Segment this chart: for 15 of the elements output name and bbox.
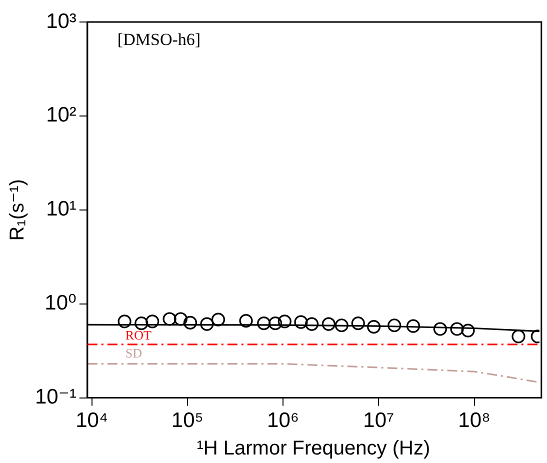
x-tick-label: 10⁷	[363, 409, 394, 432]
x-tick-label: 10⁶	[267, 409, 300, 432]
y-tick-label: 10²	[46, 104, 76, 127]
x-axis-title: ¹H Larmor Frequency (Hz)	[196, 438, 430, 460]
x-tick-label: 10⁸	[458, 409, 490, 432]
ref-line-label: ROT	[125, 327, 152, 342]
annotation: [DMSO-h6]	[117, 30, 201, 49]
y-tick-label: 10⁻¹	[35, 386, 76, 409]
y-axis-title: R₁(s⁻¹)	[6, 179, 29, 241]
x-tick-label: 10⁵	[171, 409, 204, 432]
y-tick-label: 10³	[46, 10, 76, 33]
y-tick-label: 10¹	[46, 198, 76, 221]
y-tick-label: 10⁰	[44, 292, 76, 315]
x-tick-label: 10⁴	[76, 409, 108, 432]
series-label: SD	[125, 346, 142, 361]
